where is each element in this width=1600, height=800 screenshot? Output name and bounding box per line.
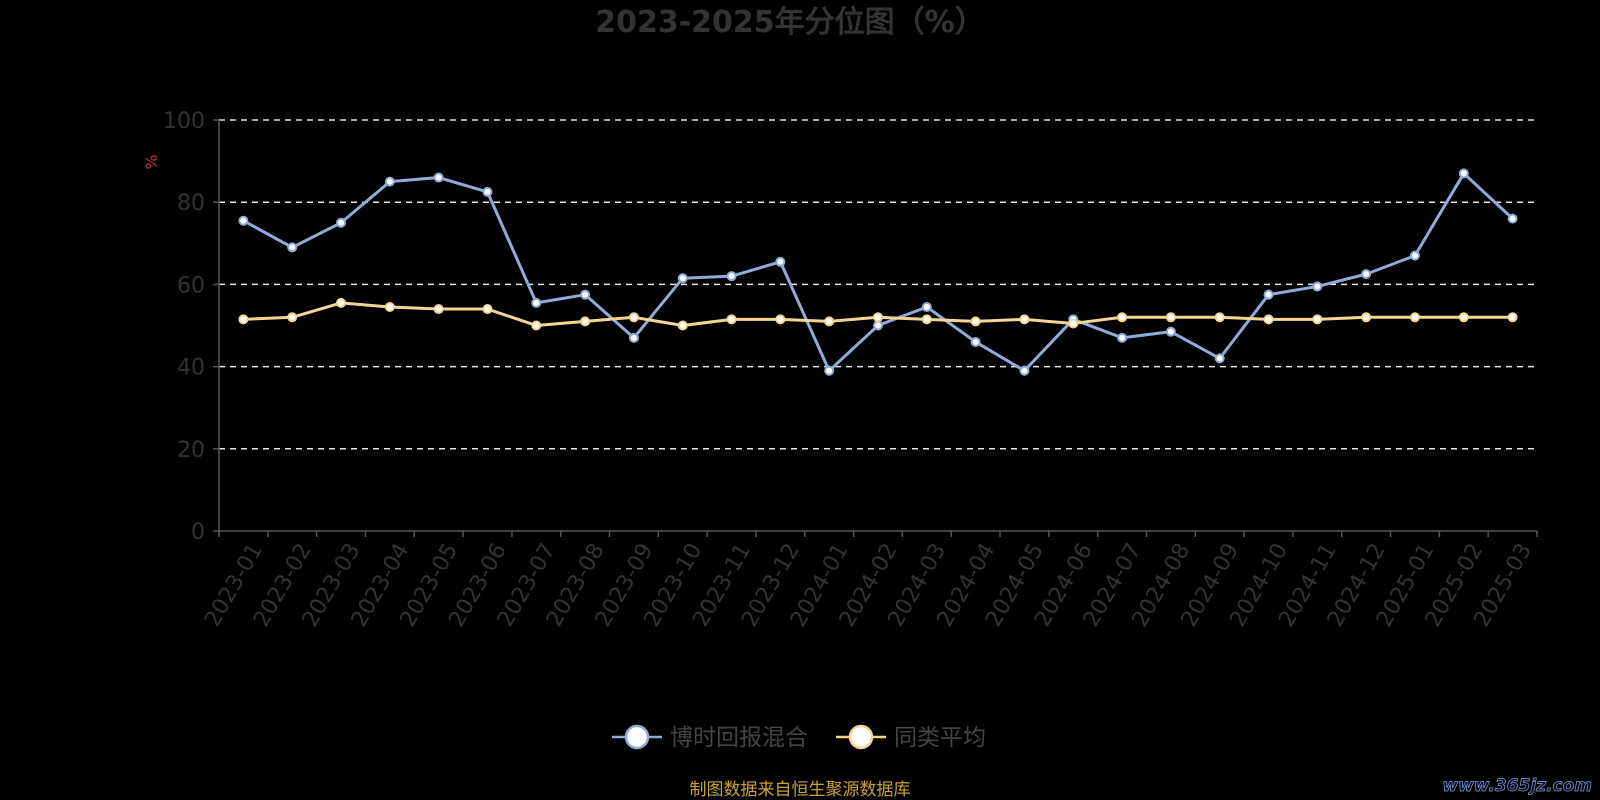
data-point[interactable] [824, 316, 835, 327]
data-point[interactable] [628, 312, 639, 323]
data-point[interactable] [1507, 312, 1518, 323]
legend-item[interactable]: 同类平均 [836, 724, 986, 751]
legend-marker [624, 724, 650, 750]
data-point[interactable] [1458, 168, 1469, 179]
data-point[interactable] [1361, 312, 1372, 323]
data-point[interactable] [482, 304, 493, 315]
data-point[interactable] [482, 186, 493, 197]
series-lines [238, 168, 1518, 376]
data-point[interactable] [677, 273, 688, 284]
data-point[interactable] [1507, 213, 1518, 224]
legend-item[interactable]: 博时回报混合 [612, 724, 808, 751]
y-tick-label: 20 [177, 438, 205, 463]
y-tick-label: 80 [177, 191, 205, 216]
data-point[interactable] [238, 314, 249, 325]
legend-label: 博时回报混合 [670, 725, 808, 751]
data-point[interactable] [1409, 250, 1420, 261]
data-point[interactable] [1214, 353, 1225, 364]
data-point[interactable] [238, 215, 249, 226]
data-point[interactable] [531, 297, 542, 308]
y-tick-label: 40 [177, 356, 205, 381]
data-point[interactable] [433, 304, 444, 315]
data-point[interactable] [873, 320, 883, 331]
data-point[interactable] [970, 336, 981, 347]
data-point[interactable] [1312, 281, 1323, 292]
y-tick-label: 60 [177, 273, 205, 298]
data-point[interactable] [1214, 312, 1225, 323]
data-point[interactable] [1117, 332, 1128, 343]
data-point[interactable] [775, 314, 786, 325]
series-line [242, 171, 1514, 373]
data-point[interactable] [970, 316, 981, 327]
data-point[interactable] [1019, 314, 1030, 325]
data-point[interactable] [1458, 312, 1469, 323]
data-point[interactable] [1312, 314, 1323, 325]
data-point[interactable] [824, 365, 835, 376]
axes [213, 119, 1538, 537]
legend-label: 同类平均 [894, 725, 986, 751]
data-point[interactable] [726, 271, 737, 282]
data-point[interactable] [677, 320, 688, 331]
data-point[interactable] [921, 314, 932, 325]
data-point[interactable] [1165, 326, 1176, 337]
data-point[interactable] [775, 256, 786, 267]
data-point[interactable] [531, 320, 542, 331]
y-tick-label: 100 [163, 109, 205, 134]
data-point[interactable] [1019, 365, 1030, 376]
data-point[interactable] [336, 297, 347, 308]
data-point[interactable] [384, 302, 395, 313]
data-point[interactable] [384, 176, 395, 187]
data-point[interactable] [873, 312, 883, 323]
grid-lines [219, 119, 1537, 450]
data-point[interactable] [433, 172, 444, 183]
chart-title: 2023-2025年分位图（%） [595, 5, 985, 40]
legend[interactable]: 博时回报混合 同类平均 [612, 724, 986, 751]
data-point[interactable] [921, 302, 932, 313]
data-point[interactable] [1117, 312, 1128, 323]
legend-marker [848, 724, 874, 750]
data-point[interactable] [1263, 289, 1274, 300]
source-note: 制图数据来自恒生聚源数据库 [690, 780, 911, 800]
data-point[interactable] [287, 312, 298, 323]
data-point[interactable] [1409, 312, 1420, 323]
data-point[interactable] [336, 217, 347, 228]
x-tick-labels: 2023-012023-022023-032023-042023-052023-… [200, 539, 1537, 631]
y-tick-label: 0 [191, 520, 205, 545]
data-point[interactable] [1263, 314, 1274, 325]
data-point[interactable] [287, 242, 298, 253]
data-point[interactable] [1068, 318, 1079, 329]
y-axis-label: % [142, 154, 161, 169]
y-tick-labels: 0 20 40 60 80 100 [163, 109, 205, 545]
data-point[interactable] [628, 332, 639, 343]
watermark: www.365jz.com [1442, 776, 1592, 796]
data-point[interactable] [1361, 269, 1372, 280]
data-point[interactable] [726, 314, 737, 325]
data-point[interactable] [1165, 312, 1176, 323]
data-point[interactable] [580, 289, 591, 300]
data-point[interactable] [580, 316, 591, 327]
